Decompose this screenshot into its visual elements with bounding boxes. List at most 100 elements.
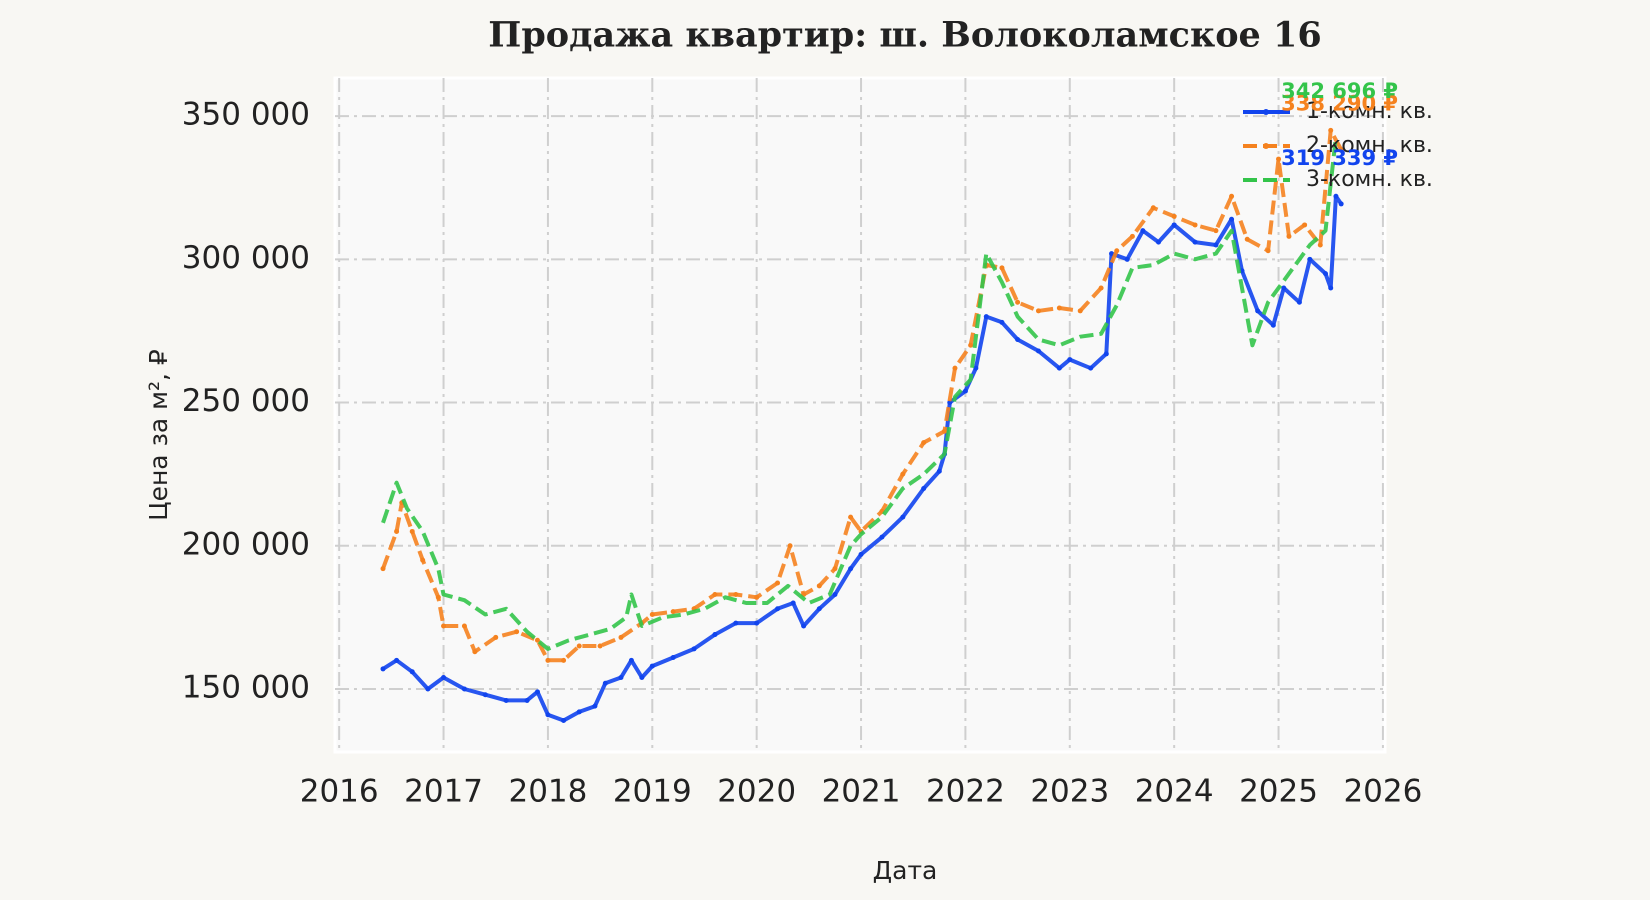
- data-point: [1124, 256, 1130, 262]
- data-point: [712, 591, 718, 597]
- data-point: [1109, 251, 1115, 257]
- legend-label: 1-комн. кв.: [1306, 99, 1433, 124]
- data-point: [816, 606, 822, 612]
- data-point: [1307, 256, 1313, 262]
- data-point: [425, 686, 431, 692]
- data-point: [380, 666, 386, 672]
- data-point: [597, 643, 603, 649]
- data-point: [1192, 222, 1198, 228]
- lines: [380, 127, 1344, 723]
- data-point: [441, 623, 447, 629]
- data-point: [900, 471, 906, 477]
- data-point: [733, 620, 739, 626]
- data-point: [1270, 322, 1276, 328]
- data-point: [524, 697, 530, 703]
- data-point: [1323, 271, 1329, 277]
- y-tick-label: 300 000: [182, 240, 310, 276]
- data-point: [1328, 127, 1334, 133]
- series-line: [381, 128, 1343, 663]
- data-point: [618, 634, 624, 640]
- data-point: [1213, 242, 1219, 248]
- y-tick-label: 250 000: [182, 383, 310, 419]
- data-point: [1229, 216, 1235, 222]
- data-point: [576, 709, 582, 715]
- data-point: [816, 583, 822, 589]
- data-point: [1244, 236, 1250, 242]
- data-point: [1286, 233, 1292, 239]
- data-point: [649, 612, 655, 618]
- x-tick-label: 2026: [1343, 774, 1422, 810]
- data-point: [968, 342, 974, 348]
- data-point: [848, 514, 854, 520]
- data-point: [832, 566, 838, 572]
- data-point: [618, 675, 624, 681]
- data-point: [1317, 242, 1323, 248]
- data-point: [380, 566, 386, 572]
- x-tick-label: 2019: [613, 774, 692, 810]
- data-point: [1056, 305, 1062, 311]
- data-point: [999, 265, 1005, 271]
- data-point: [561, 717, 567, 723]
- data-point: [1056, 365, 1062, 371]
- x-tick-label: 2021: [822, 774, 901, 810]
- data-point: [1129, 233, 1135, 239]
- y-tick-label: 200 000: [182, 526, 310, 562]
- data-point: [435, 594, 441, 600]
- x-tick-label: 2022: [926, 774, 1005, 810]
- data-point: [1098, 285, 1104, 291]
- data-point: [1140, 228, 1146, 234]
- data-point: [561, 657, 567, 663]
- data-point: [691, 646, 697, 652]
- x-tick-label: 2020: [717, 774, 796, 810]
- data-point: [1255, 308, 1261, 314]
- data-point: [472, 649, 478, 655]
- x-tick-label: 2017: [404, 774, 483, 810]
- data-point: [420, 557, 426, 563]
- data-point: [534, 637, 540, 643]
- chart-title: Продажа квартир: ш. Волоколамское 16: [488, 15, 1321, 56]
- y-axis-label: Цена за м², ₽: [144, 349, 173, 521]
- x-tick-label: 2025: [1239, 774, 1318, 810]
- data-point: [1276, 156, 1282, 162]
- data-point: [441, 675, 447, 681]
- data-point: [1338, 147, 1344, 153]
- data-point: [1338, 201, 1344, 207]
- data-point: [1328, 285, 1334, 291]
- data-point: [670, 609, 676, 615]
- data-point: [832, 591, 838, 597]
- data-point: [775, 580, 781, 586]
- data-point: [1088, 365, 1094, 371]
- data-point: [790, 600, 796, 606]
- data-point: [1015, 299, 1021, 305]
- x-tick-label: 2018: [508, 774, 587, 810]
- data-point: [592, 703, 598, 709]
- data-point: [545, 712, 551, 718]
- data-point: [602, 680, 608, 686]
- y-tick-label: 150 000: [182, 669, 310, 705]
- data-point: [1296, 299, 1302, 305]
- grid: [335, 78, 1385, 752]
- value-label: 342 696 ₽: [1281, 79, 1398, 103]
- data-point: [1150, 205, 1156, 211]
- data-point: [639, 675, 645, 681]
- data-point: [649, 663, 655, 669]
- data-point: [1015, 337, 1021, 343]
- x-tick-label: 2024: [1135, 774, 1214, 810]
- data-point: [712, 632, 718, 638]
- data-point: [534, 689, 540, 695]
- x-tick-label: 2023: [1030, 774, 1109, 810]
- series-line: [381, 136, 1338, 651]
- data-point: [394, 528, 400, 534]
- data-point: [503, 697, 509, 703]
- data-point: [409, 669, 415, 675]
- data-point: [461, 623, 467, 629]
- data-point: [1035, 348, 1041, 354]
- data-point: [1156, 239, 1162, 245]
- data-point: [1213, 228, 1219, 234]
- data-point: [394, 657, 400, 663]
- x-tick-label: 2016: [300, 774, 379, 810]
- data-point: [1281, 285, 1287, 291]
- data-point: [1077, 308, 1083, 314]
- data-point: [942, 428, 948, 434]
- data-point: [952, 365, 958, 371]
